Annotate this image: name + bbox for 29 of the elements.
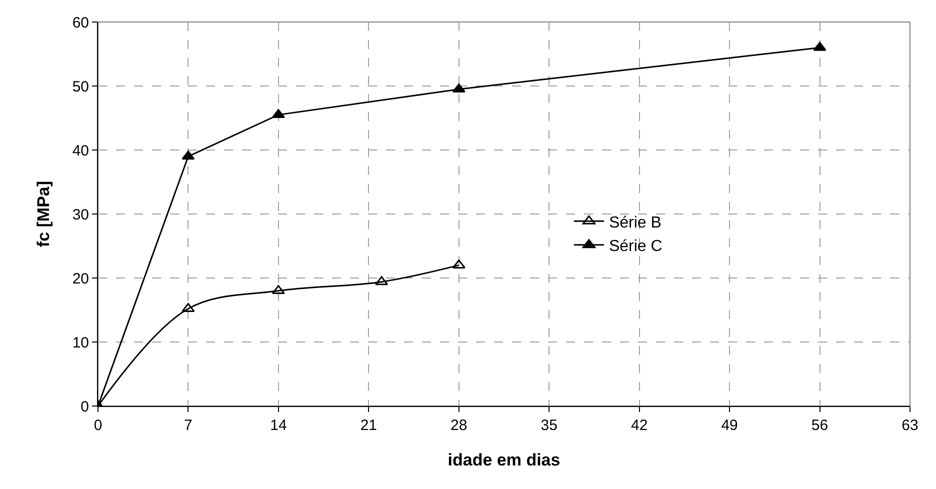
x-tick-label: 7 (184, 417, 192, 434)
legend-label: Série C (608, 238, 662, 256)
y-tick-label: 10 (72, 334, 89, 352)
x-tick-label: 42 (630, 417, 648, 434)
point (272, 285, 285, 294)
y-tick-label: 40 (72, 142, 89, 160)
y-tick-label: 50 (72, 78, 89, 96)
x-tick-label: 0 (94, 417, 102, 434)
legend-label: Série B (608, 214, 662, 232)
y-tick-label: 60 (72, 14, 89, 32)
x-tick-label: 28 (450, 417, 468, 434)
point (375, 276, 388, 286)
x-tick-label: 21 (360, 417, 378, 434)
x-tick-label: 35 (540, 417, 558, 434)
point (182, 302, 195, 312)
y-tick-label: 0 (80, 398, 89, 416)
x-tick-label: 63 (902, 417, 918, 434)
x-tick-label: 56 (811, 417, 828, 434)
y-axis-title: fc [MPa] (34, 180, 53, 248)
point (272, 109, 285, 118)
point (182, 150, 195, 160)
point (813, 42, 826, 51)
x-axis-title: idade em dias (448, 450, 560, 470)
y-tick-label: 30 (72, 206, 89, 224)
y-tick-label: 20 (72, 270, 89, 288)
x-tick-label: 49 (721, 417, 738, 434)
point (452, 259, 466, 268)
point (452, 83, 466, 92)
x-tick-label: 14 (270, 417, 287, 434)
